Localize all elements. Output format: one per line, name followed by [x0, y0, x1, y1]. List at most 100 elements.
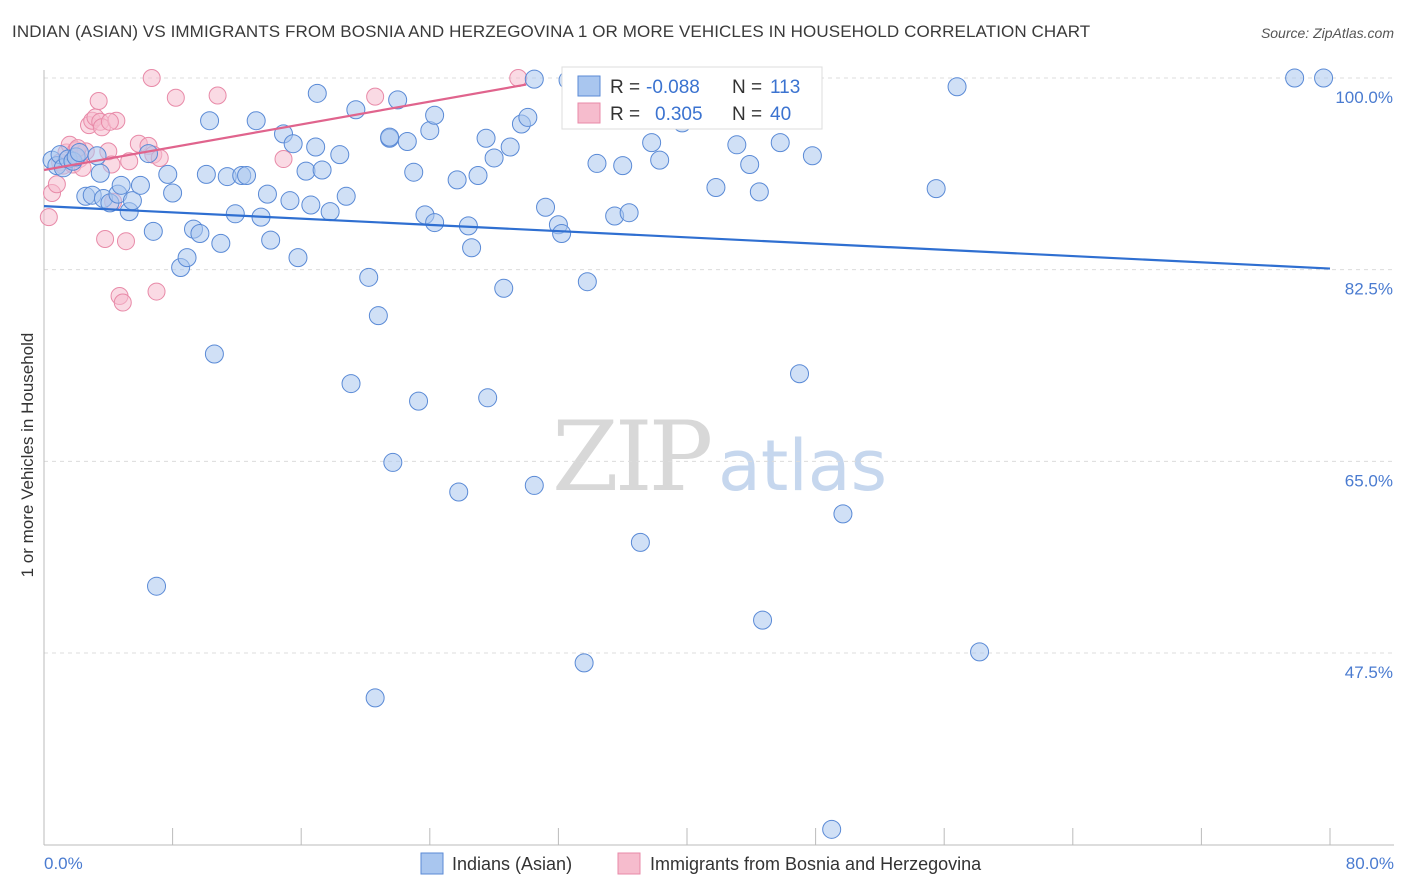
indians-point: [388, 90, 408, 110]
indians-point: [790, 364, 810, 384]
bosnia-point: [89, 92, 108, 110]
indians-point: [970, 642, 990, 662]
indians-point: [518, 107, 538, 127]
legend-blue-n-label: N =: [732, 77, 762, 98]
indians-point: [577, 272, 597, 292]
trend-lines: [43, 83, 1331, 270]
indians-point: [190, 224, 210, 244]
indians-point: [257, 184, 277, 204]
legend-box: [561, 66, 823, 130]
bosnia-point: [147, 282, 166, 301]
indians-point: [301, 195, 321, 215]
indians-point: [261, 230, 281, 250]
bosnia-point: [208, 86, 227, 105]
bosnia-point: [166, 88, 185, 107]
indians-point: [211, 233, 231, 253]
legend-pink-n-value: 40: [770, 104, 791, 125]
bosnia-point: [113, 293, 132, 312]
bosnia-point: [274, 150, 293, 169]
indians-point: [111, 175, 131, 195]
legend-blue-r-label: R =: [610, 77, 640, 98]
watermark-atlas: atlas: [718, 425, 887, 507]
indians-point: [246, 111, 266, 131]
indians-point: [642, 133, 662, 153]
y-tick-label: 65.0%: [1345, 471, 1393, 490]
bosnia-point: [366, 87, 385, 106]
x-tick-label-min: 0.0%: [44, 854, 83, 873]
indians-point: [90, 163, 110, 183]
indians-point: [770, 133, 790, 153]
indians-point: [368, 306, 388, 326]
indians-point: [163, 183, 183, 203]
indians-point: [296, 161, 316, 181]
bosnia-point: [39, 208, 58, 227]
indians-point: [143, 221, 163, 241]
bosnia-point: [47, 175, 66, 194]
legend-pink-r-label: R =: [610, 104, 640, 125]
indians-point: [947, 77, 967, 97]
bottom-legend-pink-swatch: [617, 852, 641, 875]
indians-point: [536, 197, 556, 217]
indians-point: [288, 248, 308, 268]
y-axis-tick-labels: 100.0% 82.5% 65.0% 47.5%: [1335, 88, 1393, 682]
indians-point: [613, 156, 633, 176]
bosnia-trend-line: [43, 83, 527, 172]
bosnia-point: [116, 232, 135, 251]
series-legend: Indians (Asian) Immigrants from Bosnia a…: [420, 852, 982, 875]
bottom-legend-pink-label: Immigrants from Bosnia and Herzegovina: [650, 854, 982, 874]
indians-point: [196, 164, 216, 184]
legend-blue-r-value: -0.088: [646, 77, 700, 98]
indians-point: [753, 610, 773, 630]
indians-point: [524, 475, 544, 495]
legend-blue-swatch: [577, 75, 601, 97]
indians-point: [425, 213, 445, 233]
indians-point: [476, 128, 496, 148]
indians-point: [552, 224, 572, 244]
indians-point: [147, 576, 167, 596]
indians-point: [484, 148, 504, 168]
x-tick-label-max: 80.0%: [1346, 854, 1394, 873]
indians-point: [69, 142, 89, 162]
indians-point: [926, 179, 946, 199]
indians-point: [802, 146, 822, 166]
chart-title: INDIAN (ASIAN) VS IMMIGRANTS FROM BOSNIA…: [12, 22, 1091, 41]
indians-point: [478, 388, 498, 408]
indians-point: [336, 186, 356, 206]
indians-point: [306, 137, 326, 157]
indians-point: [320, 202, 340, 222]
indians-point: [462, 238, 482, 258]
indians-point: [409, 391, 429, 411]
indians-point: [225, 204, 245, 224]
indians-point: [204, 344, 224, 364]
legend-pink-r-value: 0.305: [655, 104, 703, 125]
y-tick-label: 100.0%: [1335, 88, 1393, 107]
y-axis-label: 1 or more Vehicles in Household: [18, 333, 37, 578]
indians-trend-line: [43, 205, 1331, 270]
indians-point: [177, 248, 197, 268]
indians-point: [500, 137, 520, 157]
indians-point: [383, 452, 403, 472]
indians-point: [365, 688, 385, 708]
indians-point: [833, 504, 853, 524]
bosnia-point: [100, 112, 119, 131]
indians-point: [1314, 68, 1334, 88]
indians-point: [740, 155, 760, 175]
indians-point: [524, 69, 544, 89]
indians-point: [380, 127, 400, 147]
indians-point: [330, 145, 350, 165]
indians-point: [447, 170, 467, 190]
indians-point: [307, 83, 327, 103]
bosnia-point: [120, 152, 139, 171]
indians-point: [822, 819, 842, 839]
bosnia-point: [142, 69, 161, 87]
indians-point: [587, 153, 607, 173]
indians-point: [574, 653, 594, 673]
source-credit: Source: ZipAtlas.com: [1260, 25, 1394, 41]
indians-point: [619, 203, 639, 223]
indians-point: [158, 164, 178, 184]
indians-point: [283, 134, 303, 154]
indians-point: [200, 111, 220, 131]
indians-point: [130, 175, 150, 195]
indians-point: [404, 162, 424, 182]
